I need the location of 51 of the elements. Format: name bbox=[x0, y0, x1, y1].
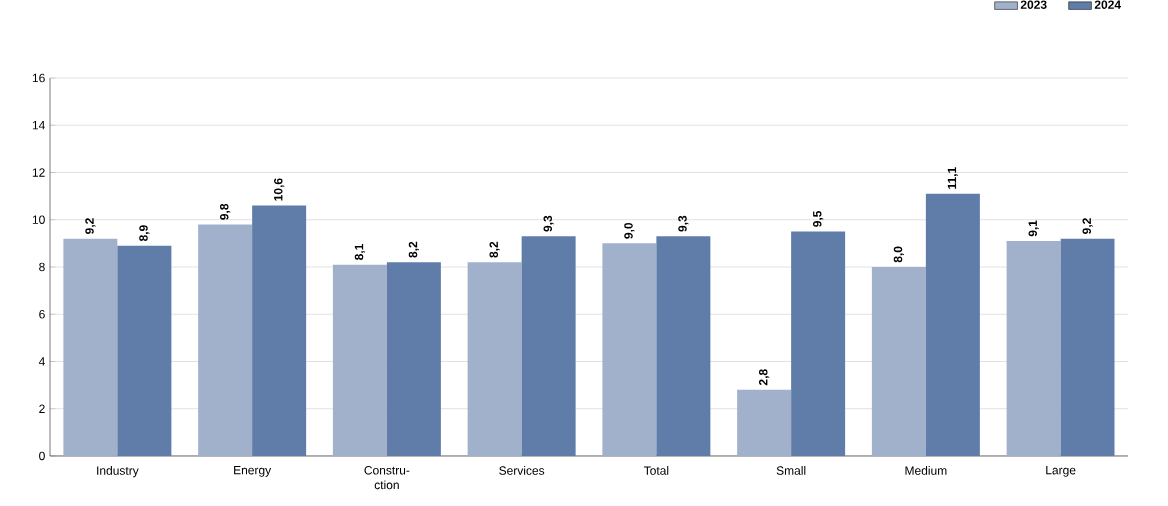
bar bbox=[117, 245, 172, 456]
data-label: 9,3 bbox=[678, 215, 689, 232]
y-tick-label: 4 bbox=[38, 357, 45, 366]
data-label: 11,1 bbox=[947, 167, 958, 189]
bar bbox=[198, 224, 253, 456]
data-label: 8,1 bbox=[354, 244, 365, 260]
bar bbox=[656, 236, 711, 456]
data-label: 8,0 bbox=[893, 246, 904, 263]
bar bbox=[737, 389, 792, 456]
x-tick-label: Large bbox=[1046, 466, 1076, 477]
y-tick-label: 0 bbox=[39, 451, 45, 461]
y-tick-label: 14 bbox=[32, 121, 45, 130]
y-tick-label: 10 bbox=[32, 215, 45, 224]
data-label: 9,8 bbox=[220, 203, 231, 220]
x-tick-label: Small bbox=[776, 466, 806, 475]
bar bbox=[332, 264, 387, 456]
data-label: 8,9 bbox=[139, 225, 150, 242]
y-tick-label: 16 bbox=[32, 73, 45, 83]
legend-label: 2023 bbox=[1020, 0, 1047, 9]
bar bbox=[925, 193, 980, 456]
data-label: 8,2 bbox=[408, 241, 419, 258]
legend-label: 2024 bbox=[1094, 0, 1121, 9]
data-label: 8,2 bbox=[489, 241, 500, 258]
bar bbox=[386, 262, 441, 456]
bar bbox=[871, 266, 926, 456]
bar bbox=[1060, 238, 1115, 456]
data-label: 9,2 bbox=[85, 218, 96, 234]
data-label: 9,3 bbox=[543, 215, 554, 232]
x-tick-label: Services bbox=[499, 466, 545, 475]
data-label: 2,8 bbox=[759, 369, 770, 386]
x-tick-label: Medium bbox=[905, 466, 947, 475]
x-tick-label: Total bbox=[643, 466, 669, 475]
y-tick-label: 2 bbox=[39, 404, 45, 413]
bar bbox=[252, 205, 307, 456]
data-label: 9,2 bbox=[1082, 218, 1093, 234]
y-tick-label: 6 bbox=[39, 309, 45, 319]
x-tick-label: Energy bbox=[234, 466, 272, 477]
x-tick-label: Constru-ction bbox=[364, 466, 410, 490]
bar bbox=[602, 243, 657, 456]
bar bbox=[63, 238, 118, 456]
x-tick-label: Industry bbox=[97, 466, 139, 478]
data-label: 9,5 bbox=[813, 210, 824, 227]
data-label: 9,1 bbox=[1028, 220, 1039, 237]
y-tick-label: 8 bbox=[39, 262, 45, 272]
data-label: 10,6 bbox=[274, 178, 285, 201]
bar bbox=[791, 231, 846, 456]
bar bbox=[521, 236, 576, 456]
y-tick-label: 12 bbox=[32, 168, 45, 177]
bar bbox=[467, 262, 522, 456]
data-label: 9,0 bbox=[624, 222, 635, 239]
bar bbox=[1006, 241, 1061, 456]
